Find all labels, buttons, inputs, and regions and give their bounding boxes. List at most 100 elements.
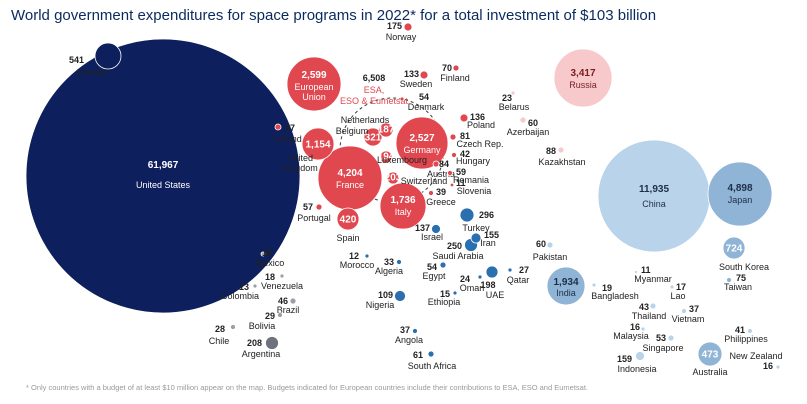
value-austria: 84 — [439, 159, 449, 169]
name-indonesia: Indonesia — [617, 364, 656, 374]
bubble-european-union — [286, 56, 342, 112]
name-bangladesh: Bangladesh — [591, 291, 639, 301]
bubble-austria — [432, 160, 440, 168]
name-belgium: Belgium — [336, 126, 369, 136]
name-slovenia: Slovenia — [457, 186, 492, 196]
bubble-mexico — [260, 251, 266, 257]
name-denmark: Denmark — [408, 102, 445, 112]
bubble-netherlands — [378, 122, 394, 138]
name-china: China — [642, 199, 666, 209]
bubble-norway — [403, 22, 413, 32]
value-romania: 59 — [456, 167, 466, 177]
value-hungary: 42 — [460, 149, 470, 159]
value-greece: 39 — [436, 187, 446, 197]
bubble-ireland — [274, 123, 282, 131]
bubble-israel — [431, 224, 441, 234]
name-hungary: Hungary — [456, 156, 491, 166]
name-chile: Chile — [209, 336, 230, 346]
value-czech-rep: 81 — [460, 131, 470, 141]
name-germany: Germany — [403, 145, 441, 155]
value-algeria: 33 — [384, 257, 394, 267]
name-japan: Japan — [728, 195, 753, 205]
value-azerbaijan: 60 — [528, 118, 538, 128]
bubble-kazakhstan — [557, 146, 565, 154]
value-qatar: 27 — [519, 265, 529, 275]
bubble-india — [546, 266, 586, 306]
name-mexico: Mexico — [256, 258, 285, 268]
value-finland: 70 — [442, 63, 452, 73]
bubble-united-kingdom — [301, 127, 335, 161]
value-venezuela: 18 — [265, 272, 275, 282]
bubble-spain — [336, 207, 360, 231]
value-egypt: 54 — [427, 262, 437, 272]
value-philippines: 41 — [735, 325, 745, 335]
bubble-slovenia — [449, 182, 455, 188]
bubble-czech-rep — [449, 133, 457, 141]
value-singapore: 53 — [656, 333, 666, 343]
name-oman: Oman — [460, 283, 485, 293]
bubble-belarus — [510, 90, 516, 96]
name-colombia: Colombia — [221, 291, 259, 301]
name-egypt: Egypt — [422, 271, 446, 281]
bubble-azerbaijan — [519, 116, 527, 124]
bubble-ethiopia — [452, 290, 458, 296]
value-indonesia: 159 — [617, 354, 632, 364]
value-vietnam: 37 — [689, 304, 699, 314]
value-nigeria: 109 — [378, 290, 393, 300]
name-morocco: Morocco — [340, 260, 375, 270]
value-mexico: 15 — [262, 248, 272, 258]
value-oman: 24 — [460, 274, 470, 284]
value-canada: 541 — [69, 55, 84, 65]
bubble-italy — [379, 182, 427, 230]
value-denmark: 54 — [419, 92, 429, 102]
bubble-myanmar — [634, 270, 638, 274]
value-chile: 28 — [215, 324, 225, 334]
eu-group-value: 6,508 — [363, 73, 386, 83]
bubble-canada — [94, 42, 122, 70]
value-angola: 37 — [400, 325, 410, 335]
name-finland: Finland — [440, 73, 470, 83]
bubble-switzerland — [386, 171, 400, 185]
value-luxembourg: 194 — [378, 152, 395, 163]
bubble-argentina — [265, 336, 279, 350]
bubble-algeria — [396, 259, 402, 265]
name-thailand: Thailand — [632, 311, 667, 321]
bubble-colombia — [252, 283, 258, 289]
name-malaysia: Malaysia — [613, 331, 649, 341]
bubble-lao — [669, 284, 675, 290]
value-malaysia: 16 — [630, 322, 640, 332]
name-uae: UAE — [486, 290, 505, 300]
name-switzerland: Switzerland — [401, 176, 448, 186]
name-new-zealand: New Zealand — [729, 351, 782, 361]
name-greece: Greece — [426, 197, 456, 207]
name-nigeria: Nigeria — [366, 300, 395, 310]
bubble-greece — [428, 190, 434, 196]
name-brazil: Brazil — [277, 305, 300, 315]
name-belarus: Belarus — [499, 102, 530, 112]
bubble-romania — [447, 170, 453, 176]
value-bolivia: 29 — [265, 311, 275, 321]
name-south-korea: South Korea — [719, 262, 769, 272]
value-new-zealand: 16 — [763, 361, 773, 371]
value-belgium: 321 — [365, 133, 382, 144]
value-south-korea: 724 — [726, 244, 743, 255]
name-portugal: Portugal — [297, 213, 331, 223]
value-bangladesh: 19 — [602, 283, 612, 293]
name-russia: Russia — [569, 80, 597, 90]
bubble-thailand — [649, 302, 657, 310]
value-uae: 198 — [480, 280, 495, 290]
name-united-kingdom-1: United — [287, 153, 313, 163]
value-colombia: 13 — [239, 282, 249, 292]
name-kazakhstan: Kazakhstan — [538, 157, 585, 167]
name-united-kingdom-2: Kingdom — [282, 163, 318, 173]
value-taiwan: 75 — [736, 273, 746, 283]
name-pakistan: Pakistan — [533, 252, 568, 262]
bubble-oman — [477, 274, 483, 280]
value-italy: 1,736 — [390, 195, 415, 206]
name-vietnam: Vietnam — [672, 314, 705, 324]
footnote: * Only countries with a budget of at lea… — [26, 383, 588, 392]
value-ethiopia: 15 — [440, 289, 450, 299]
bubble-china — [597, 139, 711, 253]
bubble-luxembourg — [379, 150, 393, 164]
